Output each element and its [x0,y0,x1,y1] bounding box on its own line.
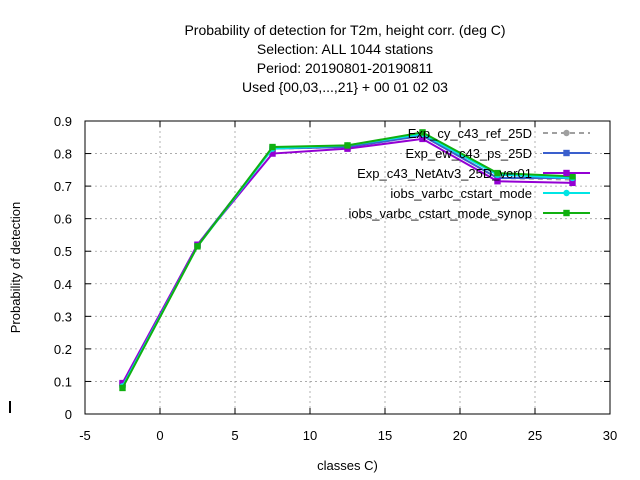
x-tick-label: 15 [378,428,392,443]
chart-title: Probability of detection for T2m, height… [184,22,505,95]
chart-title-line: Used {00,03,...,21} + 00 01 02 03 [242,79,448,95]
y-tick-label: 0.8 [54,147,72,162]
data-point [494,178,501,185]
data-point [269,143,276,151]
y-tick-label: 0 [65,407,72,422]
y-tick-label: 0.2 [54,342,72,357]
chart-title-line: Selection: ALL 1044 stations [257,41,433,57]
data-point [119,384,126,392]
legend-entry-label: Exp_cy_c43_ref_25D [408,126,532,141]
legend-marker [563,149,570,157]
legend-marker [563,189,570,197]
data-point [569,179,576,187]
data-point [269,150,276,157]
legend-entry-label: iobs_varbc_cstart_mode_synop [348,206,532,221]
data-point [419,135,426,143]
data-point [344,142,351,149]
data-point [494,169,501,177]
x-tick-label: 10 [303,428,317,443]
data-point [119,379,126,387]
y-tick-label: 0.7 [54,179,72,194]
series-lines [119,129,576,392]
y-tick-label: 0.9 [54,114,72,129]
data-point [194,243,201,250]
left-edge-mark [9,401,11,413]
legend-marker [563,169,570,177]
data-point [419,129,426,136]
legend: Exp_cy_c43_ref_25D Exp_ew_c43_ps_25D Exp_c… [348,126,590,221]
x-tick-label: -5 [79,428,91,443]
x-tick-label: 20 [453,428,467,443]
axis-ticks: -5 0 5 10 15 20 25 30 0 0.1 0.2 0.3 0.4 0.5 0.6 0.7 0.8 0… [54,114,617,443]
y-tick-label: 0.3 [54,309,72,324]
y-tick-label: 0.5 [54,244,72,259]
legend-marker [563,209,570,217]
y-axis-label: Probability of detection [8,202,23,334]
data-point [494,174,501,182]
plot-frame [84,120,611,415]
legend-entry-label: Exp_c43_NetAtv3_25D_ver01 [357,166,532,181]
data-point [344,145,351,152]
grid-lines [85,121,610,414]
legend-marker [563,129,570,137]
x-tick-label: 30 [603,428,617,443]
x-tick-label: 5 [231,428,238,443]
data-point [569,173,576,180]
chart-title-line: Probability of detection for T2m, height… [184,22,505,38]
series-4 [119,129,576,392]
y-tick-label: 0.6 [54,212,72,227]
y-tick-label: 0.4 [54,277,72,292]
legend-entry-label: Exp_ew_c43_ps_25D [406,146,532,161]
chart-title-line: Period: 20190801-20190811 [257,60,434,76]
x-axis-label: classes C) [317,458,378,473]
legend-entry-label: iobs_varbc_cstart_mode [390,186,532,201]
y-tick-label: 0.1 [54,374,72,389]
x-tick-label: 0 [156,428,163,443]
x-tick-label: 25 [528,428,542,443]
